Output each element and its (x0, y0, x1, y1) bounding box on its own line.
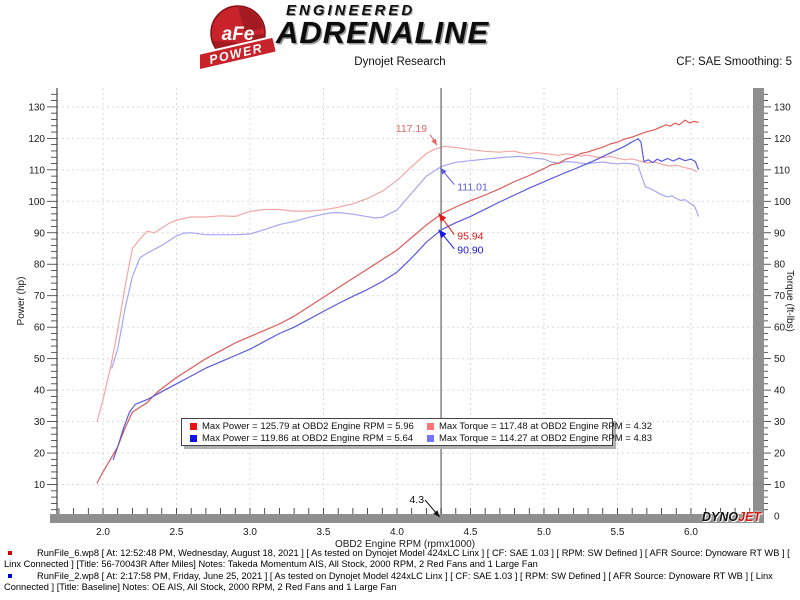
svg-text:90: 90 (34, 228, 46, 239)
svg-text:120: 120 (774, 134, 791, 145)
svg-text:5.0: 5.0 (537, 527, 551, 538)
run-marker-icon (8, 551, 12, 555)
annotation-90.90: 90.90 (457, 245, 483, 257)
svg-text:10: 10 (774, 480, 786, 491)
run-info-text: RunFile_2.wp8 [ At: 2:17:58 PM, Friday, … (4, 571, 773, 592)
brand-wordmark: ENGINEERED ADRENALINE (276, 2, 490, 50)
svg-text:120: 120 (28, 134, 45, 145)
svg-text:2.5: 2.5 (170, 527, 184, 538)
legend-entry-label: Max Torque = 117.48 at OBD2 Engine RPM =… (439, 420, 652, 432)
gridlines (57, 88, 753, 514)
run-info-line: RunFile_6.wp8 [ At: 12:52:48 PM, Wednesd… (0, 548, 794, 570)
legend-entry-label: Max Power = 125.79 at OBD2 Engine RPM = … (202, 420, 414, 432)
x-axis-bar (50, 514, 764, 523)
svg-text:70: 70 (34, 291, 46, 302)
svg-text:4.0: 4.0 (390, 527, 404, 538)
dynojet-logo-dyno: DYNO (702, 510, 739, 524)
run-info-line: RunFile_2.wp8 [ At: 2:17:58 PM, Friday, … (0, 571, 794, 593)
svg-text:100: 100 (28, 197, 45, 208)
dynojet-logo-jet: JET (738, 510, 762, 524)
svg-text:80: 80 (774, 260, 786, 271)
svg-text:6.0: 6.0 (684, 527, 698, 538)
dynojet-logo: DYNOJET (702, 510, 761, 524)
svg-text:0: 0 (774, 512, 780, 523)
svg-text:40: 40 (774, 386, 786, 397)
x-axis-title: OBD2 Engine RPM (rpmx1000) (335, 539, 475, 550)
svg-text:4.3: 4.3 (409, 494, 424, 506)
page-title: Dynojet Research (354, 56, 446, 68)
tick-labels: 10 10 20 20 30 30 40 40 50 50 60 60 70 70 80 80 90 90 100 1… (28, 93, 791, 538)
legend-entry: Max Torque = 117.48 at OBD2 Engine RPM =… (427, 421, 652, 432)
y-axis-title-left: Power (hp) (16, 277, 27, 326)
cursor-label: 4.3 (409, 494, 440, 518)
chart-legend: Max Power = 125.79 at OBD2 Engine RPM = … (181, 418, 652, 446)
svg-text:4.5: 4.5 (464, 527, 478, 538)
svg-text:40: 40 (34, 386, 46, 397)
svg-text:130: 130 (28, 102, 45, 113)
legend-swatch-icon (427, 422, 434, 430)
svg-text:110: 110 (774, 165, 790, 176)
legend-swatch-icon (190, 434, 197, 442)
svg-text:10: 10 (34, 480, 46, 491)
svg-text:3.0: 3.0 (243, 527, 257, 538)
svg-text:50: 50 (34, 354, 46, 365)
curve-torque-baseline (111, 155, 699, 369)
svg-text:3.5: 3.5 (317, 527, 331, 538)
svg-text:5.5: 5.5 (611, 527, 625, 538)
right-axis-bar (753, 88, 764, 523)
svg-text:70: 70 (774, 291, 786, 302)
legend-entry: Max Power = 119.86 at OBD2 Engine RPM = … (190, 433, 427, 444)
smoothing-setting-label: CF: SAE Smoothing: 5 (676, 56, 792, 68)
curve-power-after (96, 119, 699, 484)
afe-badge-text: aFe (222, 24, 255, 45)
annotation-111.01: 111.01 (457, 181, 488, 193)
run-marker-icon (8, 574, 12, 578)
run-info-footer: RunFile_6.wp8 [ At: 12:52:48 PM, Wednesd… (0, 548, 794, 594)
svg-text:60: 60 (34, 323, 46, 334)
annotations: 117.19 111.01 95.94 90.90 (396, 123, 488, 256)
svg-text:60: 60 (774, 323, 786, 334)
legend-entry: Max Power = 125.79 at OBD2 Engine RPM = … (190, 421, 427, 432)
svg-text:30: 30 (774, 417, 786, 428)
brand-engineered-text: ENGINEERED (286, 2, 416, 19)
svg-text:50: 50 (774, 354, 786, 365)
legend-entry-label: Max Torque = 114.27 at OBD2 Engine RPM =… (439, 432, 652, 444)
brand-header: aFe ® POWER ENGINEERED ADRENALINE (0, 0, 800, 78)
svg-text:100: 100 (774, 197, 791, 208)
legend-entry-label: Max Power = 119.86 at OBD2 Engine RPM = … (202, 432, 414, 444)
annotation-95.94: 95.94 (457, 230, 483, 242)
curves (96, 119, 699, 484)
axis-titles: OBD2 Engine RPM (rpmx1000) Power (hp) Torq… (16, 270, 795, 550)
svg-text:90: 90 (774, 228, 786, 239)
legend-entry: Max Torque = 114.27 at OBD2 Engine RPM =… (427, 433, 652, 444)
svg-text:130: 130 (774, 102, 791, 113)
curve-torque-after (96, 145, 698, 423)
svg-text:2.0: 2.0 (96, 527, 110, 538)
axes (50, 88, 764, 523)
svg-text:30: 30 (34, 417, 46, 428)
curve-power-baseline (112, 138, 699, 460)
legend-swatch-icon (427, 434, 434, 442)
afe-power-logo-icon: aFe ® POWER (200, 5, 278, 71)
annotation-117.19: 117.19 (396, 123, 427, 135)
run-info-text: RunFile_6.wp8 [ At: 12:52:48 PM, Wednesd… (4, 548, 790, 569)
registered-mark-icon: ® (263, 9, 269, 17)
y-axis-title-right: Torque (ft-lbs) (784, 270, 795, 332)
brand-adrenaline-text: ADRENALINE (276, 15, 490, 50)
svg-text:110: 110 (29, 165, 45, 176)
svg-text:80: 80 (34, 260, 46, 271)
legend-swatch-icon (190, 422, 197, 430)
svg-text:20: 20 (774, 449, 786, 460)
svg-text:20: 20 (34, 449, 46, 460)
